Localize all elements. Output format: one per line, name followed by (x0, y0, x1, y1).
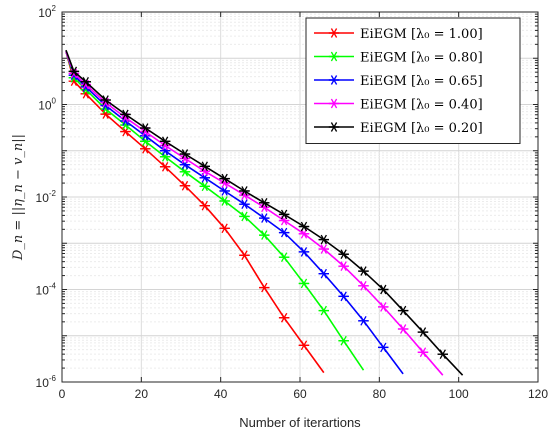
series-point (239, 186, 250, 196)
series-point (120, 109, 131, 120)
x-tick-labels: 0 20 40 60 80 100 120 (59, 387, 549, 401)
series-point (318, 268, 329, 279)
series-point (378, 302, 389, 312)
y-axis-label: D_n = ||η_n − v_n|| (11, 134, 26, 261)
legend-label: EiEGM [λ₀ = 0.40] (360, 98, 483, 113)
series-point (298, 278, 310, 289)
series-point (417, 327, 429, 337)
y-tick-labels: 10-6 10-4 10-2 100 102 (36, 4, 57, 390)
series-point (219, 223, 230, 234)
series-point (219, 196, 230, 206)
series-point (278, 209, 290, 220)
series-point (259, 213, 270, 223)
series-point (259, 282, 270, 293)
series-point (239, 250, 250, 261)
y-tick-label: 100 (38, 97, 56, 113)
series-point (338, 335, 349, 346)
series-1 (65, 51, 325, 374)
series-point (159, 136, 171, 147)
series-point (318, 234, 329, 245)
x-axis-label: Number of iterartions (239, 415, 361, 430)
legend-marker (328, 51, 340, 62)
series-point (239, 211, 250, 222)
legend-entry: EiEGM [λ₀ = 0.40] (314, 98, 483, 113)
series-point (219, 173, 230, 184)
series-point (318, 244, 329, 254)
grid (62, 12, 538, 382)
x-tick-label: 100 (449, 387, 469, 401)
series-point (80, 76, 91, 87)
series-point (140, 123, 151, 133)
y-tick-label: 10-2 (36, 189, 57, 205)
series-line (65, 49, 464, 376)
series-point (100, 95, 111, 105)
series-point (417, 347, 429, 358)
series-5 (65, 49, 464, 376)
legend-entry: EiEGM [λ₀ = 0.80] (314, 51, 483, 66)
series-point (278, 312, 290, 323)
y-tick-label: 10-6 (36, 374, 57, 390)
series-point (179, 153, 191, 164)
series-point (298, 340, 310, 351)
series-point (358, 281, 369, 291)
legend-marker (328, 98, 340, 109)
legend-marker (328, 28, 340, 38)
x-tick-label: 20 (135, 387, 149, 401)
series-point (68, 68, 80, 79)
y-tick-label: 102 (38, 4, 56, 20)
series-point (338, 249, 349, 260)
series-point (68, 66, 80, 77)
series-point (378, 342, 389, 353)
legend-marker (328, 75, 340, 85)
series-point (219, 186, 230, 196)
series-point (259, 230, 270, 240)
series-point (179, 180, 191, 191)
series-point (179, 149, 191, 159)
tick-marks (61, 11, 539, 383)
x-tick-label: 0 (59, 387, 66, 401)
series-point (278, 252, 290, 263)
series-point (298, 221, 310, 232)
series-point (298, 247, 310, 257)
legend: EiEGM [λ₀ = 1.00] EiEGM [λ₀ = 0.80] EiEGM … (305, 17, 521, 144)
series-point (378, 284, 389, 295)
series-point (199, 161, 210, 172)
series-point (338, 261, 349, 271)
series-point (358, 266, 369, 276)
series-point (199, 181, 210, 192)
legend-label: EiEGM [λ₀ = 0.80] (360, 51, 483, 66)
x-tick-label: 120 (528, 387, 548, 401)
legend-entry: EiEGM [λ₀ = 0.20] (314, 121, 483, 136)
series-point (437, 349, 448, 359)
x-tick-label: 80 (373, 387, 387, 401)
series-point (239, 199, 250, 209)
series-point (259, 197, 270, 208)
x-tick-label: 40 (214, 387, 228, 401)
series-point (278, 227, 290, 238)
legend-label: EiEGM [λ₀ = 0.65] (360, 74, 483, 89)
series-point (397, 305, 409, 316)
series-layer (65, 49, 464, 376)
series-point (140, 144, 151, 154)
legend-marker (328, 122, 340, 132)
x-tick-label: 60 (293, 387, 307, 401)
series-point (338, 291, 349, 302)
series-point (318, 305, 329, 316)
legend-label: EiEGM [λ₀ = 1.00] (360, 27, 483, 42)
legend-entry: EiEGM [λ₀ = 0.65] (314, 74, 483, 89)
y-tick-label: 10-4 (36, 282, 57, 298)
series-point (159, 161, 171, 172)
series-point (397, 324, 409, 334)
legend-label: EiEGM [λ₀ = 0.20] (360, 121, 483, 136)
series-point (358, 316, 369, 326)
legend-entry: EiEGM [λ₀ = 1.00] (314, 27, 483, 42)
series-point (199, 200, 210, 211)
